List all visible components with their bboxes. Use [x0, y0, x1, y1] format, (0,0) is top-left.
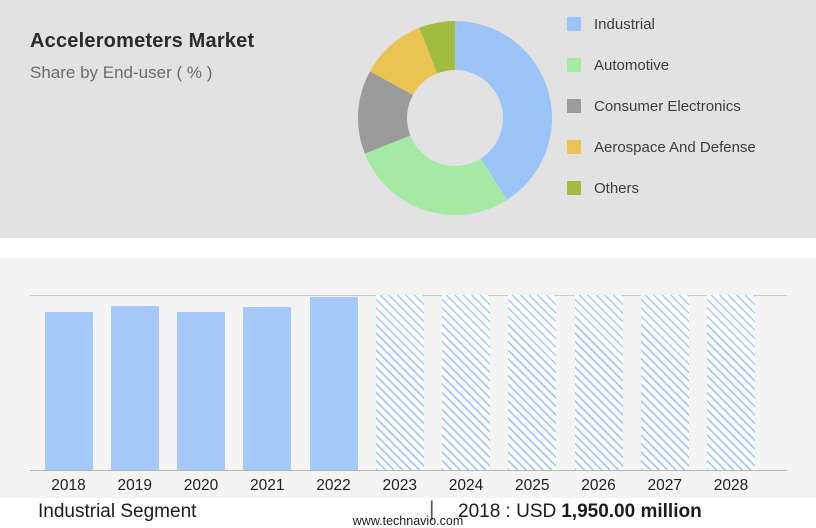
x-label-2026: 2026	[581, 477, 616, 494]
legend-swatch-consumer-electronics	[567, 99, 581, 113]
x-label-2027: 2027	[647, 477, 682, 494]
info-row: Industrial Segment | 2018 : USD 1,950.00 …	[0, 498, 816, 525]
x-label-2020: 2020	[183, 477, 219, 494]
divider: |	[429, 498, 435, 521]
legend-item-aerospace-and-defense: Aerospace And Defense	[567, 138, 756, 156]
donut-slice-others	[419, 21, 455, 74]
donut-slice-aerospace-and-defense	[369, 27, 438, 95]
x-label-2028: 2028	[713, 477, 749, 494]
legend-swatch-others	[567, 181, 581, 195]
value-text: 2018 : USD 1,950.00 million	[458, 501, 702, 523]
legend-item-consumer-electronics: Consumer Electronics	[567, 97, 756, 115]
legend-swatch-aerospace-and-defense	[567, 140, 581, 154]
segment-label: Industrial Segment	[38, 501, 197, 522]
legend-label: Automotive	[594, 56, 670, 74]
x-label-2018: 2018	[51, 477, 86, 494]
x-label-2024: 2024	[448, 477, 484, 494]
x-label-2022: 2022	[316, 477, 351, 494]
value-amount: 1,950.00 million	[561, 501, 702, 522]
bar-2026	[574, 295, 623, 470]
legend-item-others: Others	[567, 179, 756, 197]
bar-2025	[508, 295, 557, 470]
legend: Industrial Automotive Consumer Electronics…	[567, 16, 756, 221]
website-text: www.technavio.com	[352, 514, 464, 528]
legend-label: Aerospace And Defense	[594, 138, 756, 156]
page-title: Accelerometers Market	[30, 30, 255, 52]
x-label-2019: 2019	[117, 477, 152, 494]
donut-slice-automotive	[364, 135, 507, 215]
legend-swatch-industrial	[567, 17, 581, 31]
legend-label: Consumer Electronics	[594, 97, 741, 115]
legend-item-automotive: Automotive	[567, 56, 756, 74]
donut-chart	[358, 21, 552, 215]
legend-label: Others	[594, 179, 640, 197]
x-axis-labels: 2018 2019 2020 2021 2022 2023 2024 2025 2026 2027…	[0, 477, 816, 495]
title-block: Accelerometers Market Share by End-user …	[30, 30, 254, 83]
x-axis-line	[30, 470, 787, 471]
legend-item-industrial: Industrial	[567, 15, 756, 33]
legend-label: Industrial	[594, 15, 655, 33]
legend-swatch-automotive	[567, 58, 581, 72]
bar-2027	[640, 295, 689, 470]
x-label-2023: 2023	[382, 477, 417, 494]
page-subtitle: Share by End-user ( % )	[30, 63, 213, 82]
x-label-2025: 2025	[515, 477, 550, 494]
bar-2023	[375, 295, 424, 470]
bar-2021	[243, 307, 292, 470]
bar-2020	[177, 312, 225, 470]
donut-slice-consumer-electronics	[358, 71, 413, 154]
bar-2019	[110, 306, 159, 470]
donut-slice-industrial	[455, 21, 552, 200]
bar-2022	[309, 297, 358, 470]
x-label-2021: 2021	[250, 477, 285, 494]
bar-chart	[0, 295, 816, 470]
bar-2024	[442, 295, 490, 470]
value-prefix: 2018 : USD	[458, 501, 557, 522]
bar-2028	[707, 295, 755, 470]
share-panel: Accelerometers Market Share by End-user …	[0, 0, 816, 238]
bar-2018	[44, 312, 93, 470]
